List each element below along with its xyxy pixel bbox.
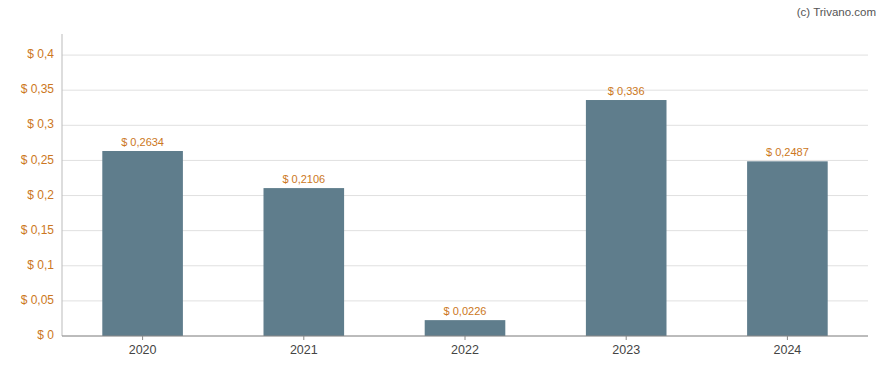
x-tick (626, 336, 627, 340)
x-tick-label: 2022 (451, 343, 479, 357)
bar (264, 188, 345, 336)
bar (747, 161, 828, 336)
y-tick-label: $ 0,05 (21, 293, 55, 307)
y-tick-label: $ 0,1 (27, 258, 54, 272)
y-tick-label: $ 0,15 (21, 223, 55, 237)
x-tick-label: 2023 (612, 343, 640, 357)
y-tick-label: $ 0,3 (27, 117, 54, 131)
bar (425, 320, 506, 336)
grid-line (62, 125, 868, 126)
chart-container: $ 0 $ 0,05 $ 0,1 $ 0,15 $ 0,2 $ 0,25 $ 0,3 $ 0,… (0, 0, 888, 370)
grid-line (62, 90, 868, 91)
y-tick-label: $ 0 (37, 328, 54, 342)
watermark: (c) Trivano.com (797, 6, 876, 18)
data-label: $ 0,2634 (121, 136, 164, 148)
x-tick-label: 2021 (290, 343, 318, 357)
bar (102, 151, 183, 336)
x-tick-label: 2020 (129, 343, 157, 357)
data-label: $ 0,2106 (282, 173, 325, 185)
x-tick (787, 336, 788, 340)
bars (102, 100, 827, 336)
data-label: $ 0,336 (608, 85, 645, 97)
y-tick-label: $ 0,25 (21, 153, 55, 167)
x-tick (465, 336, 466, 340)
y-tick-label: $ 0,2 (27, 188, 54, 202)
x-tick (303, 336, 304, 340)
chart-svg: $ 0 $ 0,05 $ 0,1 $ 0,15 $ 0,2 $ 0,25 $ 0,3 $ 0,… (0, 0, 888, 370)
bar (586, 100, 667, 336)
y-tick-label: $ 0,35 (21, 82, 55, 96)
data-label: $ 0,0226 (444, 305, 487, 317)
grid (62, 55, 868, 336)
x-tick (142, 336, 143, 340)
y-tick-label: $ 0,4 (27, 47, 54, 61)
x-tick-label: 2024 (773, 343, 801, 357)
grid-line (62, 55, 868, 56)
data-label: $ 0,2487 (766, 146, 809, 158)
y-axis-line (62, 34, 63, 336)
